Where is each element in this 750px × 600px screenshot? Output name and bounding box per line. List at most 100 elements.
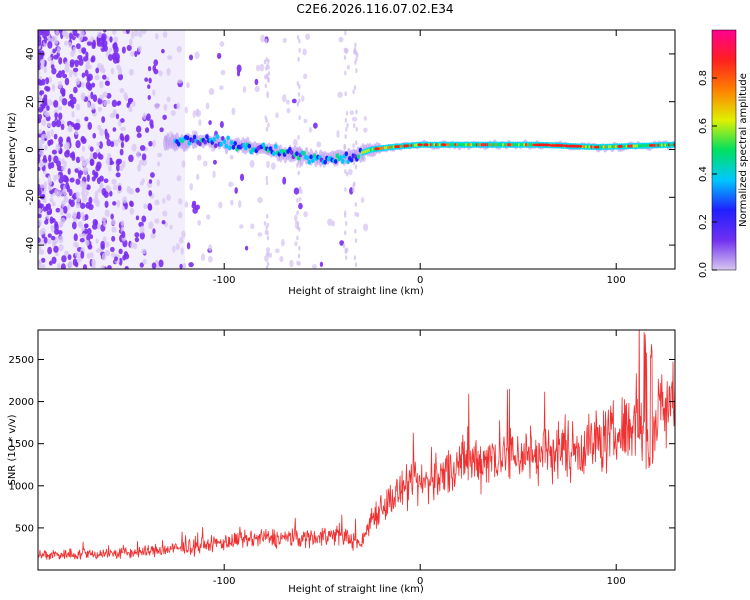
noise-blob: [157, 152, 163, 158]
noise-blob: [117, 185, 122, 192]
noise-blob: [250, 223, 255, 230]
noise-blob: [270, 162, 276, 170]
noise-blob: [51, 256, 57, 264]
streak-blob: [265, 66, 268, 71]
noise-blob: [101, 216, 107, 223]
noise-blob: [116, 164, 120, 172]
noise-blob: [38, 39, 42, 47]
noise-blob: [166, 194, 171, 201]
band-core: [272, 151, 276, 156]
colorbar-label: Normalized spectral amplitude: [738, 73, 749, 227]
noise-blob: [207, 255, 213, 263]
noise-blob: [47, 122, 51, 128]
noise-blob: [54, 112, 59, 119]
streak-blob: [344, 187, 347, 192]
streak-blob: [344, 255, 348, 261]
noise-blob: [86, 41, 93, 46]
noise-blob: [47, 233, 52, 238]
noise-blob: [161, 48, 165, 54]
noise-blob: [141, 248, 147, 255]
noise-blob: [116, 199, 121, 208]
noise-blob: [119, 133, 124, 141]
streak-blob: [344, 70, 347, 76]
noise-blob: [141, 178, 145, 184]
streak-blob: [352, 183, 355, 188]
noise-blob: [182, 262, 187, 269]
noise-blob: [64, 250, 69, 257]
noise-blob: [316, 141, 322, 148]
band-core: [302, 150, 306, 156]
streak-blob: [354, 228, 357, 234]
noise-blob: [319, 261, 324, 267]
noise-blob: [38, 70, 41, 76]
streak-blob: [297, 170, 300, 176]
noise-blob: [136, 132, 142, 138]
noise-blob: [121, 46, 126, 54]
noise-blob: [81, 72, 86, 78]
noise-blob: [77, 170, 84, 176]
noise-blob: [166, 96, 171, 103]
noise-blob: [123, 92, 128, 100]
noise-blob: [81, 232, 87, 240]
band-core: [349, 157, 354, 163]
noise-blob: [38, 84, 41, 93]
noise-blob: [95, 164, 101, 172]
noise-blob: [131, 30, 135, 39]
noise-blob: [139, 262, 144, 268]
noise-blob: [134, 237, 140, 243]
noise-blob: [90, 91, 94, 100]
noise-blob: [111, 226, 117, 233]
y-tick-label: 1500: [9, 439, 34, 450]
noise-blob: [154, 218, 160, 224]
noise-blob: [219, 85, 224, 91]
noise-blob: [200, 253, 206, 261]
noise-blob: [72, 211, 77, 219]
noise-blob: [337, 91, 343, 98]
noise-blob: [192, 207, 198, 214]
streak-blob: [355, 68, 358, 74]
band-hotspot: [547, 144, 568, 147]
noise-blob: [86, 174, 90, 183]
x-tick-label: 0: [417, 275, 423, 286]
noise-blob: [45, 30, 50, 37]
noise-blob: [302, 48, 307, 56]
noise-blob: [178, 198, 183, 205]
noise-blob: [39, 229, 44, 236]
noise-blob: [53, 54, 59, 60]
noise-blob: [45, 133, 51, 140]
noise-blob: [139, 231, 145, 240]
noise-blob: [94, 190, 99, 199]
noise-blob: [58, 136, 64, 144]
streak-blob: [346, 247, 349, 253]
noise-blob: [64, 176, 69, 183]
y-tick-label: 1000: [9, 481, 34, 492]
noise-blob: [109, 190, 113, 197]
noise-blob: [181, 160, 186, 168]
streak-blob: [297, 92, 301, 97]
noise-blob: [97, 106, 103, 112]
noise-blob: [286, 99, 290, 105]
noise-blob: [80, 135, 86, 143]
noise-blob: [112, 30, 117, 36]
noise-blob: [86, 252, 91, 259]
streak-blob: [297, 134, 300, 140]
noise-blob: [203, 160, 208, 167]
streak-blob: [352, 143, 355, 149]
noise-blob: [47, 41, 53, 49]
noise-blob: [119, 164, 124, 172]
streak-blob: [352, 187, 355, 193]
noise-blob: [84, 214, 89, 221]
band-core: [176, 141, 181, 147]
noise-blob: [177, 211, 183, 219]
noise-blob: [117, 158, 122, 165]
noise-blob: [91, 55, 96, 63]
noise-blob: [68, 260, 73, 268]
noise-blob: [133, 30, 139, 37]
noise-blob: [228, 181, 234, 188]
noise-blob: [76, 197, 81, 203]
page-title: C2E6.2026.116.07.02.E34: [296, 2, 454, 16]
noise-blob: [60, 123, 65, 131]
noise-blob: [301, 95, 305, 102]
noise-blob: [208, 244, 213, 252]
noise-blob: [192, 200, 197, 206]
